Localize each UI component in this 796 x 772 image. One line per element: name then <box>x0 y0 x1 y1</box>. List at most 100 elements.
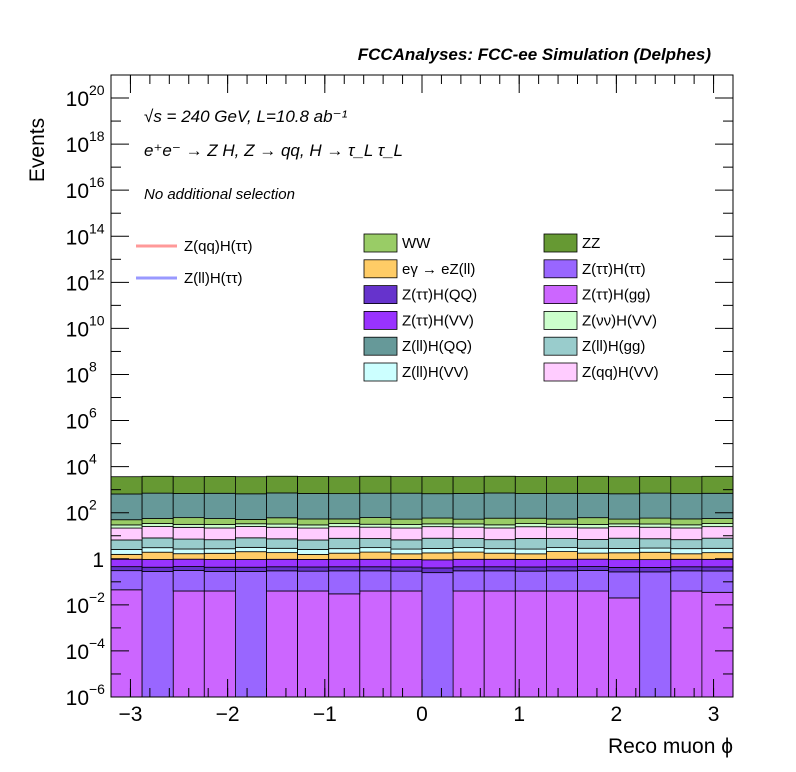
bar <box>203 559 236 568</box>
bar <box>266 566 299 572</box>
bar <box>514 538 547 550</box>
bar <box>141 551 174 560</box>
legend-fill-swatch <box>543 233 578 253</box>
bar <box>483 590 516 698</box>
bar <box>172 517 205 525</box>
bar <box>266 523 299 528</box>
bar <box>483 517 516 526</box>
x-tick-label: 0 <box>416 703 428 726</box>
bar <box>297 476 330 494</box>
chart-title: FCCAnalyses: FCC-ee Simulation (Delphes) <box>358 45 712 64</box>
y-tick-exponent: 4 <box>89 451 97 467</box>
legend-fill-swatch <box>363 259 398 279</box>
bar <box>608 552 641 561</box>
bar <box>701 591 734 698</box>
bar <box>483 548 516 554</box>
bar <box>577 552 610 560</box>
bar <box>110 558 143 568</box>
legend-fill-label: Z(qq)H(VV) <box>582 364 659 381</box>
bar <box>514 558 547 568</box>
bar <box>110 493 143 521</box>
y-tick-label: 10 <box>66 88 89 111</box>
bar <box>608 559 641 568</box>
bar <box>421 493 454 519</box>
bar <box>234 519 267 525</box>
bar <box>172 548 205 555</box>
bar <box>359 551 392 560</box>
series-2 <box>110 566 734 574</box>
bar <box>452 570 485 592</box>
bar <box>608 537 641 549</box>
legend-fill-swatch <box>363 233 398 253</box>
bar <box>328 566 361 572</box>
bar <box>390 518 423 525</box>
y-tick-exponent: −6 <box>89 681 105 697</box>
bar <box>577 539 610 549</box>
bar <box>390 570 423 592</box>
bar <box>266 590 299 698</box>
x-tick-label: 3 <box>708 703 720 726</box>
bar <box>266 475 299 494</box>
y-tick-exponent: 2 <box>89 497 97 513</box>
bar <box>390 590 423 698</box>
legend-fill-label: Z(ll)H(gg) <box>582 338 645 355</box>
bar <box>390 527 423 541</box>
x-tick-label: 1 <box>513 703 525 726</box>
series-7 <box>110 526 734 541</box>
bar <box>172 526 205 540</box>
bar <box>297 554 330 560</box>
bar <box>421 523 454 528</box>
bar <box>670 527 703 541</box>
series-1 <box>110 570 734 698</box>
legend-fill-swatch <box>363 362 398 382</box>
bar <box>234 559 267 568</box>
legend-fill-swatch <box>543 336 578 356</box>
y-tick-label: 10 <box>66 687 89 710</box>
bar <box>234 526 267 539</box>
bar <box>577 566 610 571</box>
bar <box>234 523 267 527</box>
bar <box>452 526 485 539</box>
bar <box>234 571 267 698</box>
bar <box>172 553 205 560</box>
bar <box>359 538 392 549</box>
bar <box>452 476 485 494</box>
bar <box>670 558 703 568</box>
bar <box>514 517 547 525</box>
y-tick-label: 1 <box>92 549 104 572</box>
bar <box>701 475 734 494</box>
bar <box>577 475 610 494</box>
bar <box>608 571 641 599</box>
bar <box>328 558 361 568</box>
bar <box>172 570 205 592</box>
bar <box>359 590 392 698</box>
bar <box>514 548 547 555</box>
legend-fill-swatch <box>363 285 398 305</box>
bar <box>452 566 485 572</box>
bar <box>421 476 454 495</box>
bar <box>514 493 547 519</box>
bar <box>421 567 454 574</box>
bar <box>141 475 174 494</box>
bar <box>359 566 392 572</box>
bar <box>421 559 454 569</box>
bar <box>701 566 734 572</box>
bar <box>670 566 703 572</box>
bar <box>266 570 299 592</box>
bar <box>546 526 578 539</box>
y-tick-label: 10 <box>66 134 89 157</box>
bar <box>328 552 361 560</box>
legend-fill-label: WW <box>402 235 431 252</box>
y-tick-label: 10 <box>66 318 89 341</box>
bar <box>546 547 578 552</box>
bar <box>670 524 703 529</box>
bar <box>110 539 143 550</box>
bar <box>546 551 578 560</box>
series-6 <box>110 537 734 550</box>
bar <box>297 549 330 555</box>
legend-fill-swatch <box>363 336 398 356</box>
legend-fill-label: Z(ττ)H(ττ) <box>582 261 646 278</box>
bar <box>297 518 330 526</box>
y-tick-exponent: −4 <box>89 635 105 651</box>
